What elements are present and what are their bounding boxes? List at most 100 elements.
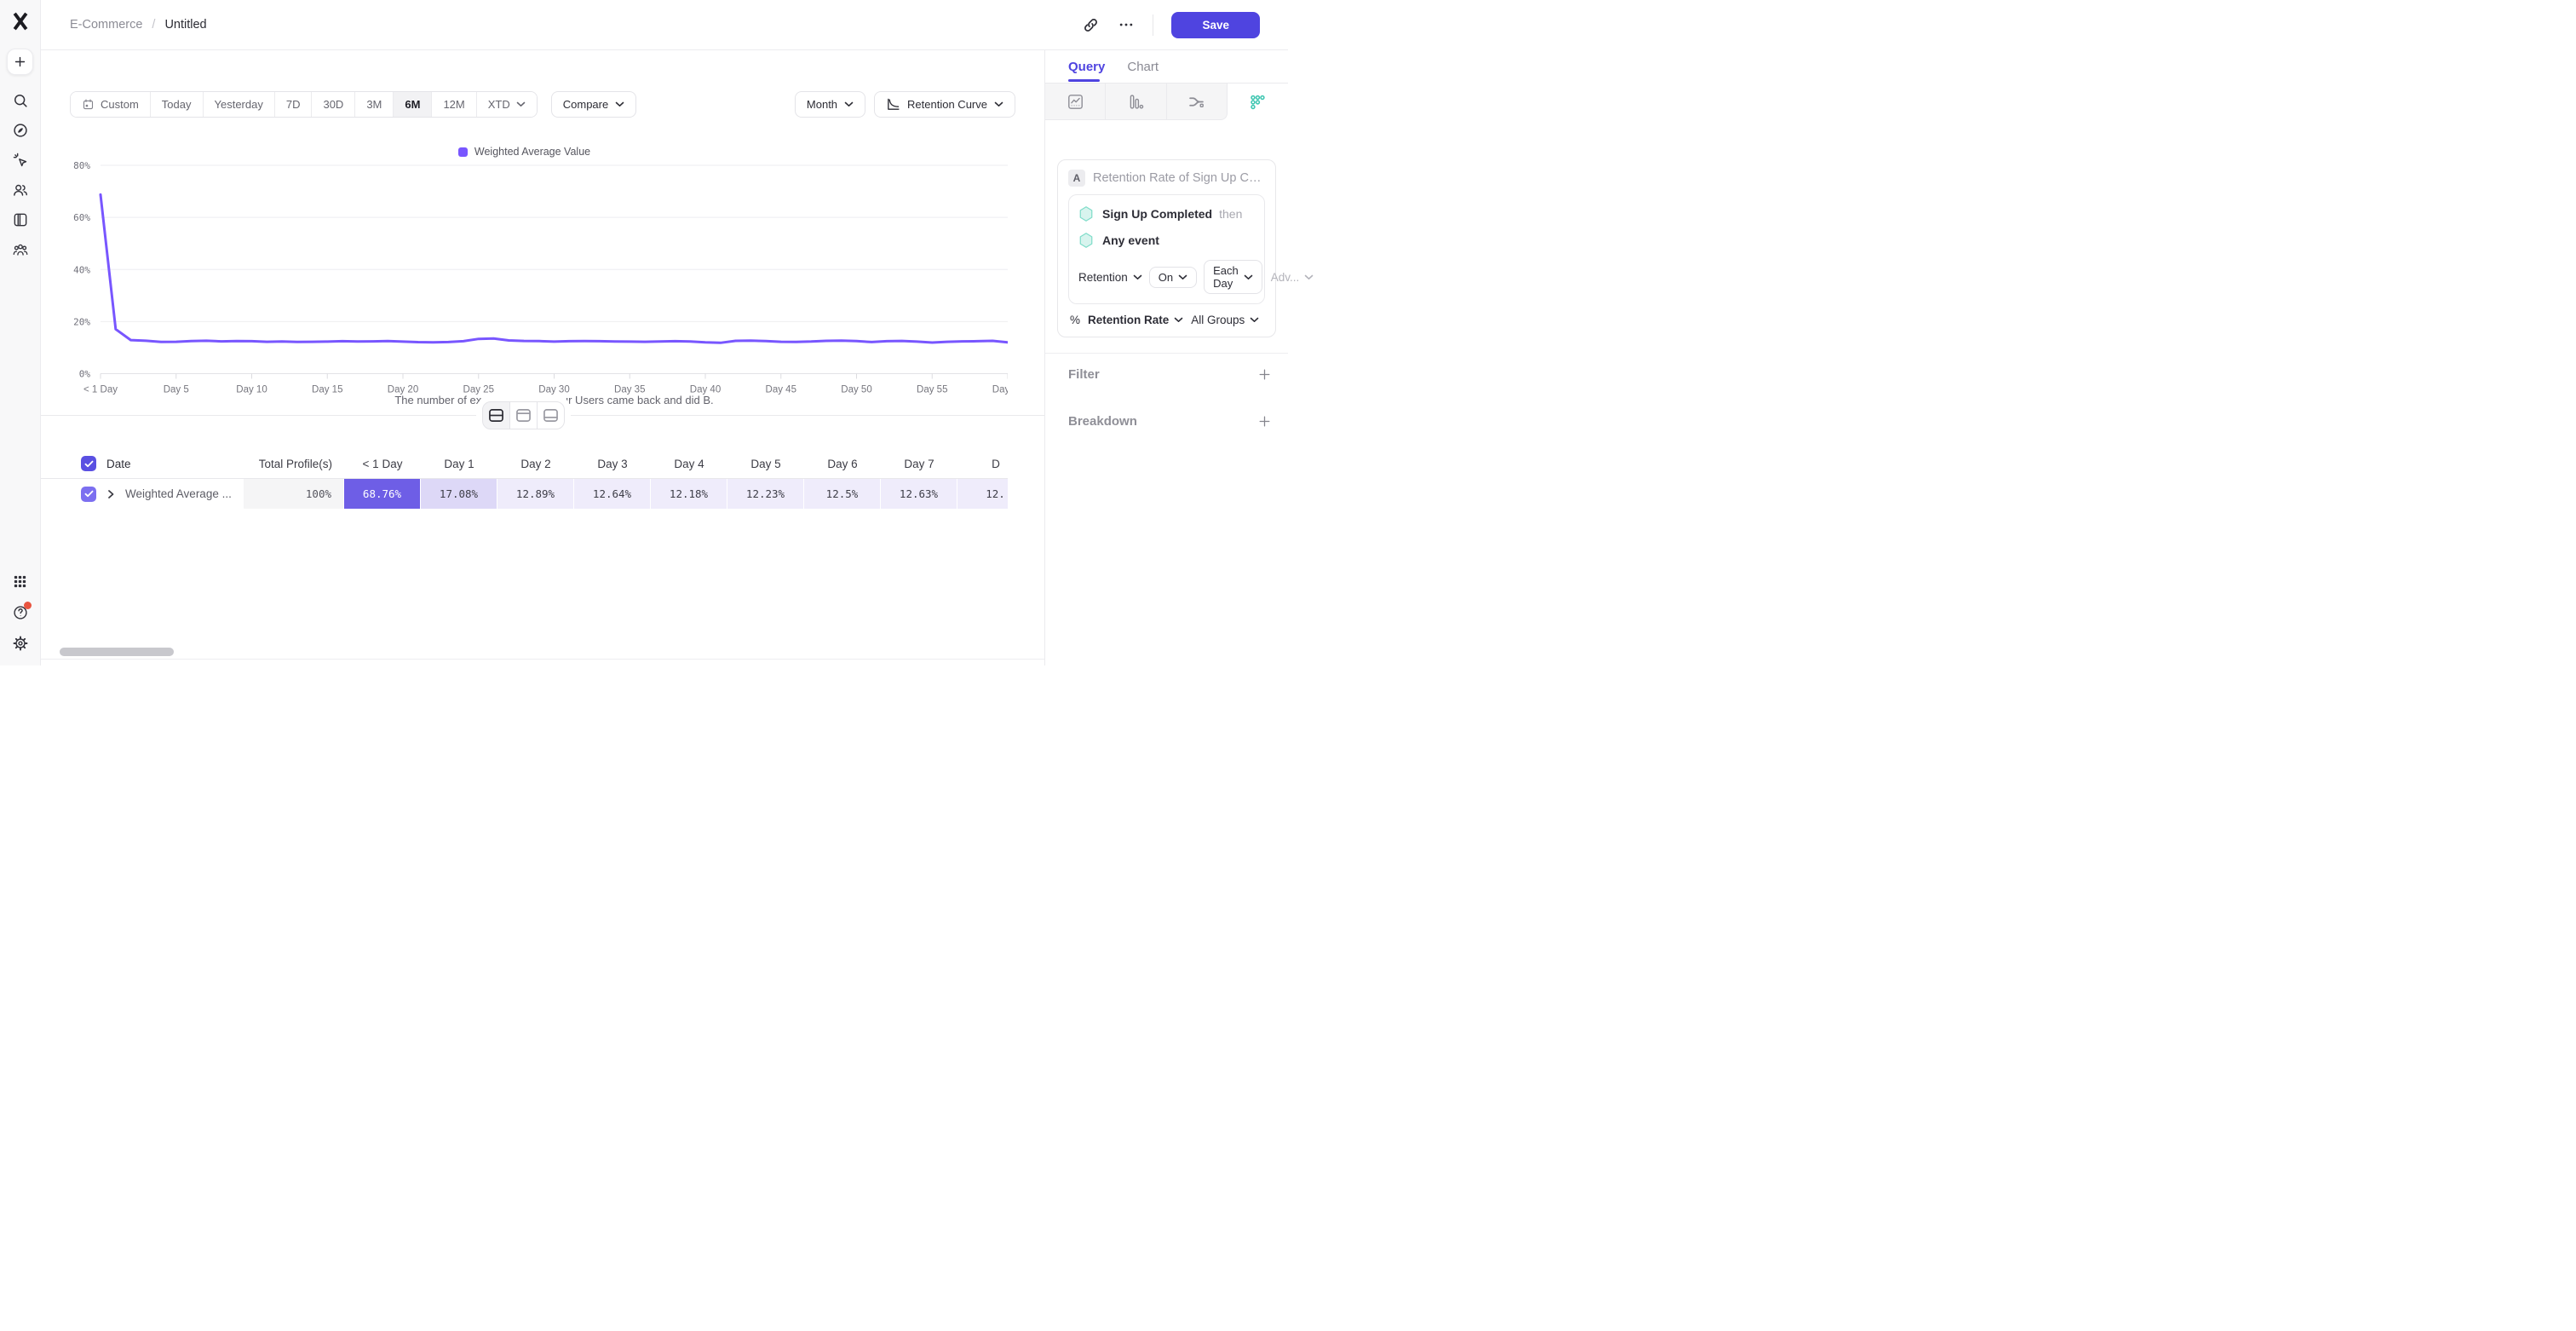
range-12m-button[interactable]: 12M xyxy=(432,92,477,117)
chevron-down-icon xyxy=(516,101,526,107)
cell-total[interactable]: 100% xyxy=(244,479,344,509)
create-new-button[interactable] xyxy=(7,49,33,75)
report-canvas: Custom Today Yesterday 7D 30D 3M 6M 12M … xyxy=(41,50,1044,666)
tab-chart[interactable]: Chart xyxy=(1127,59,1159,74)
range-7d-button[interactable]: 7D xyxy=(274,92,313,117)
cell-day5[interactable]: 12.23% xyxy=(727,479,804,509)
add-filter-button[interactable] xyxy=(1257,367,1272,382)
users-icon[interactable] xyxy=(12,182,29,199)
cell-day3[interactable]: 12.64% xyxy=(574,479,651,509)
breadcrumb-project[interactable]: E-Commerce xyxy=(70,18,143,32)
cursor-click-icon[interactable] xyxy=(12,152,29,169)
gear-icon[interactable] xyxy=(12,635,29,652)
chart-legend[interactable]: Weighted Average Value xyxy=(41,146,1008,158)
retention-mode-dropdown[interactable]: Retention xyxy=(1078,271,1142,284)
breadcrumb-report-title[interactable]: Untitled xyxy=(164,18,207,32)
select-all-checkbox[interactable] xyxy=(81,456,96,471)
panel-tabs: Query Chart xyxy=(1045,50,1288,83)
row-label[interactable]: Weighted Average ... xyxy=(125,487,232,500)
rail-bottom-group xyxy=(12,573,32,652)
horizontal-scrollbar-track xyxy=(41,659,1044,660)
search-icon[interactable] xyxy=(12,92,29,109)
advanced-dropdown[interactable]: Adv... xyxy=(1271,271,1314,284)
nav-icon-group xyxy=(12,92,29,258)
metric-dropdown[interactable]: Retention Rate xyxy=(1088,314,1183,326)
cell-truncated[interactable]: 12. xyxy=(957,479,1008,509)
retention-on-dropdown[interactable]: On xyxy=(1148,266,1198,288)
cell-day7[interactable]: 12.63% xyxy=(881,479,957,509)
compare-dropdown[interactable]: Compare xyxy=(550,91,637,118)
retention-table: Date Total Profile(s) < 1 Day Day 1 Day … xyxy=(41,449,1008,509)
svg-text:Day 10: Day 10 xyxy=(236,385,267,395)
range-custom-button[interactable]: Custom xyxy=(71,92,151,117)
retention-line-chart[interactable]: 80% 60% 40% 20% 0% < 1 Day Day 5 Day 10 Day 15 Da… xyxy=(41,155,1008,411)
event-row-first[interactable]: Sign Up Completed then xyxy=(1078,204,1255,224)
svg-text:Day 40: Day 40 xyxy=(690,385,721,395)
legend-swatch xyxy=(457,147,468,157)
group-icon[interactable] xyxy=(12,241,29,258)
cell-day0[interactable]: 68.76% xyxy=(344,479,421,509)
date-range-group: Custom Today Yesterday 7D 30D 3M 6M 12M … xyxy=(70,91,538,118)
report-type-retention[interactable] xyxy=(1227,84,1288,120)
mixpanel-logo[interactable] xyxy=(10,11,31,32)
query-step-badge: A xyxy=(1068,170,1085,187)
column-header-day4[interactable]: Day 4 xyxy=(674,457,704,470)
column-header-truncated[interactable]: D xyxy=(992,457,1000,470)
svg-text:Day 5: Day 5 xyxy=(164,385,189,395)
layout-table-view-button[interactable] xyxy=(537,401,565,429)
active-tab-underline xyxy=(1068,79,1100,82)
range-6m-button[interactable]: 6M xyxy=(394,92,433,117)
more-options-icon[interactable] xyxy=(1118,16,1135,33)
retention-icon xyxy=(1251,95,1266,109)
expand-row-icon[interactable] xyxy=(106,489,115,499)
range-today-button[interactable]: Today xyxy=(150,92,204,117)
svg-text:Day 15: Day 15 xyxy=(312,385,342,395)
flows-icon xyxy=(1189,96,1205,107)
report-type-flows[interactable] xyxy=(1166,84,1228,120)
retention-interval-dropdown[interactable]: Each Day xyxy=(1204,260,1262,294)
layout-chart-view-button[interactable] xyxy=(509,401,538,429)
filter-section: Filter xyxy=(1045,353,1288,395)
help-icon[interactable] xyxy=(12,602,32,621)
range-xtd-dropdown[interactable]: XTD xyxy=(476,92,537,117)
copy-link-icon[interactable] xyxy=(1082,16,1100,34)
column-header-day6[interactable]: Day 6 xyxy=(827,457,858,470)
horizontal-scrollbar[interactable] xyxy=(60,648,174,656)
range-3m-button[interactable]: 3M xyxy=(355,92,394,117)
event-row-second[interactable]: Any event xyxy=(1078,230,1255,251)
chart-type-dropdown[interactable]: Retention Curve xyxy=(874,91,1015,118)
column-header-day2[interactable]: Day 2 xyxy=(520,457,551,470)
column-header-day3[interactable]: Day 3 xyxy=(597,457,628,470)
cell-day6[interactable]: 12.5% xyxy=(804,479,881,509)
cell-day1[interactable]: 17.08% xyxy=(421,479,497,509)
report-type-insights[interactable] xyxy=(1045,84,1107,120)
event-block: Sign Up Completed then Any event Retenti… xyxy=(1068,194,1314,304)
granularity-dropdown[interactable]: Month xyxy=(794,91,866,118)
tab-query[interactable]: Query xyxy=(1068,59,1106,74)
report-type-funnels[interactable] xyxy=(1106,84,1167,120)
cell-day4[interactable]: 12.18% xyxy=(651,479,727,509)
chevron-down-icon xyxy=(1178,274,1187,280)
row-checkbox[interactable] xyxy=(81,486,96,502)
column-header-total-profiles[interactable]: Total Profile(s) xyxy=(258,457,332,470)
save-button[interactable]: Save xyxy=(1171,11,1260,38)
groups-dropdown[interactable]: All Groups xyxy=(1191,314,1259,326)
apps-grid-icon[interactable] xyxy=(12,573,29,591)
range-30d-button[interactable]: 30D xyxy=(312,92,356,117)
collection-icon[interactable] xyxy=(12,211,29,228)
svg-text:Day 55: Day 55 xyxy=(917,385,947,395)
cell-day2[interactable]: 12.89% xyxy=(497,479,574,509)
column-header-day7[interactable]: Day 7 xyxy=(904,457,934,470)
compass-icon[interactable] xyxy=(12,122,29,139)
column-header-date[interactable]: Date xyxy=(106,457,131,470)
svg-text:80%: 80% xyxy=(73,160,90,171)
layout-split-view-button[interactable] xyxy=(482,401,510,429)
add-breakdown-button[interactable] xyxy=(1257,414,1272,429)
range-yesterday-button[interactable]: Yesterday xyxy=(203,92,275,117)
left-nav-rail xyxy=(0,0,41,666)
query-title[interactable]: Retention Rate of Sign Up Compl... xyxy=(1093,171,1265,185)
column-header-day5[interactable]: Day 5 xyxy=(750,457,781,470)
breadcrumb: E-Commerce / Untitled xyxy=(70,18,207,32)
column-header-day1[interactable]: Day 1 xyxy=(444,457,474,470)
column-header-day0[interactable]: < 1 Day xyxy=(362,457,403,470)
